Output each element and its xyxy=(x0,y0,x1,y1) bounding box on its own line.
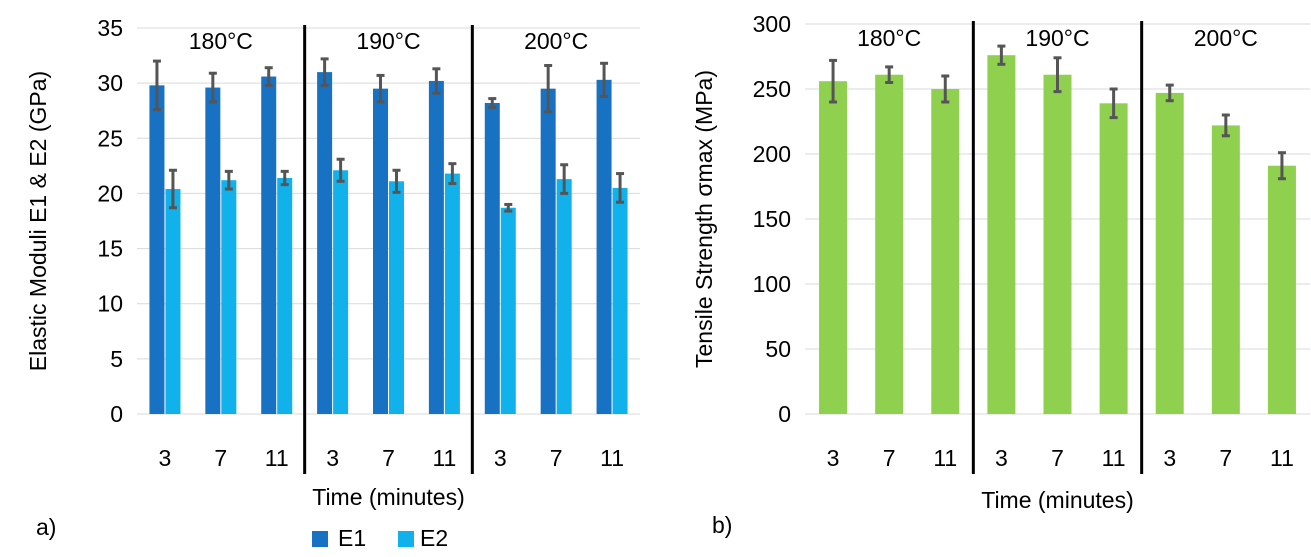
chart-a-group-label: 190°C xyxy=(356,28,420,54)
chart-b-bar-tensile xyxy=(1099,103,1128,415)
chart-b-x-tick-label: 7 xyxy=(1219,445,1232,471)
chart-a-y-tick-label: 30 xyxy=(97,70,123,96)
chart-b-y-tick-label: 50 xyxy=(765,336,791,362)
chart-b-y-tick-label: 150 xyxy=(753,206,791,232)
chart-a-bar-e1 xyxy=(317,72,333,414)
chart-b-panel-label: b) xyxy=(712,512,732,538)
chart-a-bar-e1 xyxy=(261,76,277,415)
chart-b-x-tick-label: 7 xyxy=(883,445,896,471)
chart-a-group-label: 200°C xyxy=(524,28,588,54)
chart-a-bar-e2 xyxy=(612,187,628,414)
chart-b-y-tick-label: 250 xyxy=(753,76,791,102)
chart-b-group-label: 190°C xyxy=(1025,25,1089,51)
chart-a-panel-label: a) xyxy=(36,514,56,540)
chart-b-x-tick-label: 7 xyxy=(1051,445,1064,471)
chart-a-y-tick-label: 35 xyxy=(97,15,123,41)
chart-b-x-tick-label: 3 xyxy=(827,445,840,471)
chart-a-y-tick-label: 15 xyxy=(97,236,123,262)
chart-a-x-tick-label: 11 xyxy=(432,445,456,471)
chart-a-x-tick-label: 7 xyxy=(214,445,227,471)
chart-a-y-tick-label: 10 xyxy=(97,291,123,317)
chart-b-bar-tensile xyxy=(1267,165,1296,414)
chart-b-y-tick-label: 200 xyxy=(753,141,791,167)
chart-a-y-axis-label: Elastic Moduli E1 & E2 (GPa) xyxy=(25,71,51,371)
chart-b-bar-tensile xyxy=(931,89,960,414)
chart-b-x-axis-label: Time (minutes) xyxy=(981,487,1134,513)
chart-b-bar-tensile xyxy=(875,74,904,414)
chart-a-bar-e1 xyxy=(428,80,444,415)
legend-label-e2: E2 xyxy=(420,525,448,551)
chart-b-bar-tensile xyxy=(1155,92,1184,415)
chart-b-x-tick-label: 3 xyxy=(1163,445,1176,471)
chart-a-y-tick-label: 25 xyxy=(97,125,123,151)
chart-a-x-tick-label: 7 xyxy=(550,445,563,471)
chart-a-bar-e2 xyxy=(333,170,349,414)
chart-a-bar-e2 xyxy=(500,207,516,414)
chart-b-y-axis-label: Tensile Strength σmax (MPa) xyxy=(691,70,717,368)
chart-b-bar-tensile xyxy=(1043,74,1072,414)
legend-label-e1: E1 xyxy=(338,525,366,551)
chart-a-bar-e1 xyxy=(205,87,221,414)
chart-a-y-tick-label: 0 xyxy=(110,401,123,427)
chart-b-y-tick-label: 100 xyxy=(753,271,791,297)
chart-a-y-tick-label: 20 xyxy=(97,180,123,206)
chart-a-x-tick-label: 3 xyxy=(326,445,339,471)
chart-a-bar-e1 xyxy=(149,85,165,414)
chart-b-bar-tensile xyxy=(819,81,848,414)
chart-b-group-label: 180°C xyxy=(857,25,921,51)
chart-a-bar-e1 xyxy=(540,88,556,415)
chart-a-y-tick-label: 5 xyxy=(110,346,123,372)
chart-a-elastic-moduli: 0 5 10 15 20 25 30 35 3 7 11 3 7 11 3 7 11 180°C 190°C 20… xyxy=(25,15,640,551)
chart-b-x-tick-label: 11 xyxy=(1270,445,1294,471)
chart-a-x-tick-label: 3 xyxy=(494,445,507,471)
legend-swatch-e2 xyxy=(398,531,414,547)
chart-a-x-tick-label: 11 xyxy=(265,445,289,471)
chart-a-x-tick-label: 11 xyxy=(600,445,624,471)
chart-a-bar-e2 xyxy=(389,181,404,414)
chart-b-group-label: 200°C xyxy=(1194,25,1258,51)
chart-a-bar-e2 xyxy=(444,173,460,414)
chart-a-bar-e2 xyxy=(277,177,293,414)
chart-b-x-tick-label: 11 xyxy=(933,445,957,471)
chart-a-bar-e2 xyxy=(556,179,572,414)
chart-b-y-tick-label: 0 xyxy=(778,401,791,427)
chart-a-group-label: 180°C xyxy=(189,28,253,54)
chart-a-legend: E1 E2 xyxy=(312,525,448,551)
chart-b-bar-tensile xyxy=(987,55,1016,414)
chart-b-bar-tensile xyxy=(1211,125,1240,415)
chart-a-bar-e1 xyxy=(373,88,388,415)
chart-a-bar-e2 xyxy=(165,189,181,414)
chart-b-y-tick-label: 300 xyxy=(753,11,791,37)
legend-swatch-e1 xyxy=(312,531,328,547)
chart-a-bar-e2 xyxy=(221,180,237,414)
chart-b-x-tick-label: 11 xyxy=(1102,445,1126,471)
chart-a-bar-e1 xyxy=(484,102,500,414)
chart-a-bar-e1 xyxy=(596,79,612,414)
chart-a-x-axis-label: Time (minutes) xyxy=(312,484,465,510)
chart-a-x-tick-label: 3 xyxy=(159,445,172,471)
chart-b-x-tick-label: 3 xyxy=(995,445,1008,471)
chart-a-x-tick-label: 7 xyxy=(382,445,395,471)
chart-b-tensile-strength: 0 50 100 150 200 250 300 3 7 11 3 7 11 3 7 11 180°C 190… xyxy=(691,11,1310,538)
